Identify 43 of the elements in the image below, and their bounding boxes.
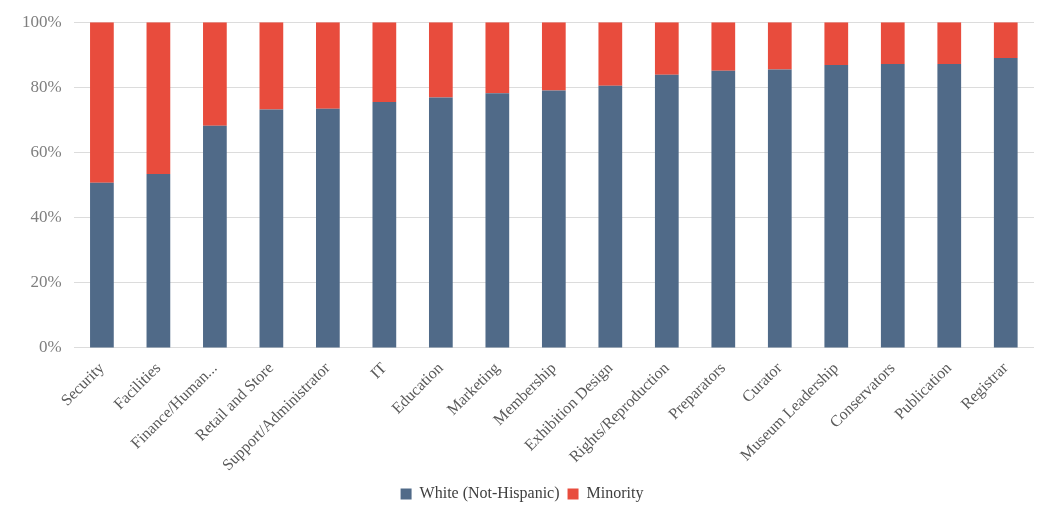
bar: [428, 97, 453, 348]
bar: [203, 22, 227, 126]
bar: [203, 125, 227, 348]
bar: [993, 58, 1018, 348]
bar: [824, 22, 849, 65]
bar: [937, 63, 962, 348]
bar: [146, 22, 171, 175]
bar: [316, 22, 340, 109]
bar: [259, 22, 284, 110]
bar: [485, 22, 510, 94]
bar: [372, 102, 397, 348]
bar: [937, 22, 962, 64]
bar: [146, 174, 171, 348]
y-tick-label: 40%: [30, 207, 62, 227]
y-tick-label: 80%: [30, 76, 62, 96]
bar: [598, 22, 623, 86]
bar: [654, 22, 679, 75]
y-tick-label: 0%: [38, 337, 62, 357]
bar: [880, 22, 905, 64]
legend-label: White (Not-Hispanic): [419, 484, 560, 503]
y-tick-label: 100%: [21, 11, 62, 31]
bar: [90, 182, 114, 348]
bar: [90, 22, 114, 183]
y-tick-label: 20%: [30, 272, 62, 292]
bar: [372, 22, 397, 103]
bar: [259, 109, 284, 348]
bar: [880, 63, 905, 348]
bar: [541, 22, 566, 91]
bar: [316, 108, 340, 348]
bar: [428, 22, 453, 98]
bar: [541, 90, 566, 348]
bar: [767, 69, 792, 348]
x-tick-label: IT: [366, 358, 390, 382]
bar: [824, 64, 849, 348]
legend-label: Minority: [586, 484, 644, 503]
bar: [711, 70, 736, 348]
y-tick-label: 60%: [30, 141, 62, 161]
bar: [654, 74, 679, 348]
bar: [598, 85, 623, 348]
bar: [993, 22, 1018, 59]
bar: [711, 22, 736, 71]
bar: [767, 22, 792, 70]
bar: [485, 93, 510, 348]
